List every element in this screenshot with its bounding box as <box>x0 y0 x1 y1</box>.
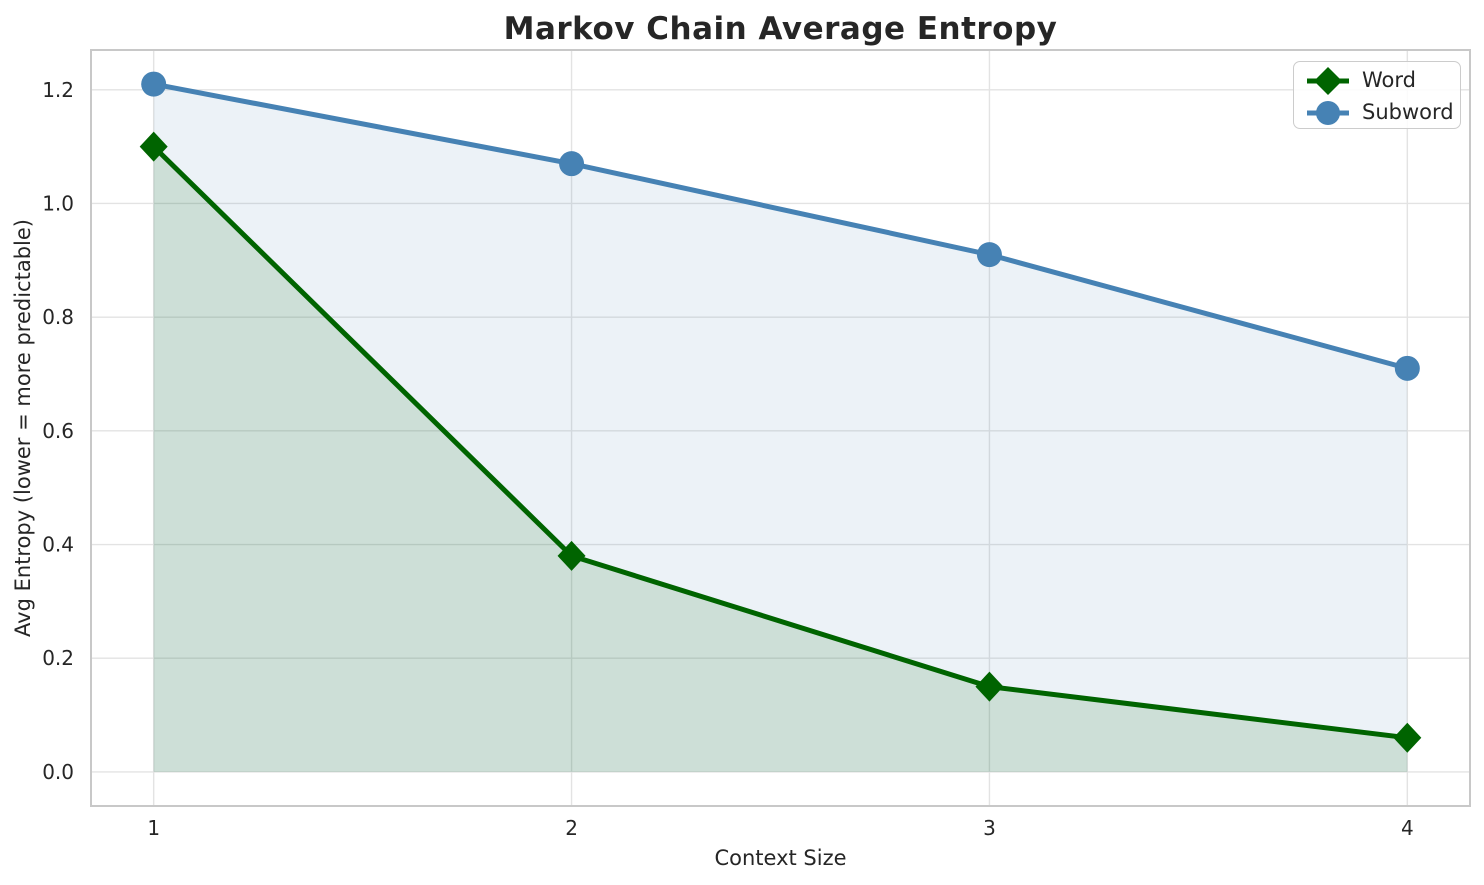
data-point-subword-x4 <box>1394 355 1420 381</box>
area-fill-word <box>153 146 1408 772</box>
series-line-word <box>151 144 1410 741</box>
legend-label-subword: Subword <box>1362 99 1454 124</box>
y-tick-label-0.6: 0.6 <box>42 419 74 443</box>
axes-spines <box>90 49 1471 807</box>
y-tick-label-0.8: 0.8 <box>42 305 74 329</box>
x-tick-label-2: 2 <box>565 816 578 840</box>
x-axis-label: Context Size <box>714 846 847 870</box>
y-tick-label-1.0: 1.0 <box>42 191 74 215</box>
legend-item-subword: Subword <box>1304 97 1454 129</box>
data-point-word-x2 <box>557 540 586 571</box>
y-tick-label-0.4: 0.4 <box>42 533 74 557</box>
data-point-subword-x3 <box>976 242 1002 268</box>
x-tick-label-3: 3 <box>983 816 996 840</box>
series-line-subword <box>151 81 1410 371</box>
area-fill-subword <box>153 84 1408 772</box>
x-tick-label-4: 4 <box>1401 816 1414 840</box>
subword-line-circle-icon <box>1307 101 1349 125</box>
data-point-word-x4 <box>1393 722 1422 753</box>
data-point-word-x3 <box>975 671 1004 702</box>
chart-title: Markov Chain Average Entropy <box>503 11 1058 47</box>
data-point-subword-x1 <box>141 71 167 97</box>
legend-label-word: Word <box>1362 67 1416 92</box>
legend-item-word: Word <box>1304 65 1450 97</box>
y-tick-label-0.2: 0.2 <box>42 646 74 670</box>
x-tick-label-1: 1 <box>147 816 160 840</box>
data-point-subword-x2 <box>559 151 585 177</box>
y-tick-label-1.2: 1.2 <box>42 78 74 102</box>
word-line-diamond-icon <box>1307 67 1349 95</box>
y-tick-label-0.0: 0.0 <box>42 760 74 784</box>
data-point-word-x1 <box>139 131 168 162</box>
y-axis-label: Avg Entropy (lower = more predictable) <box>11 219 35 637</box>
legend: Word Subword <box>1293 61 1461 129</box>
